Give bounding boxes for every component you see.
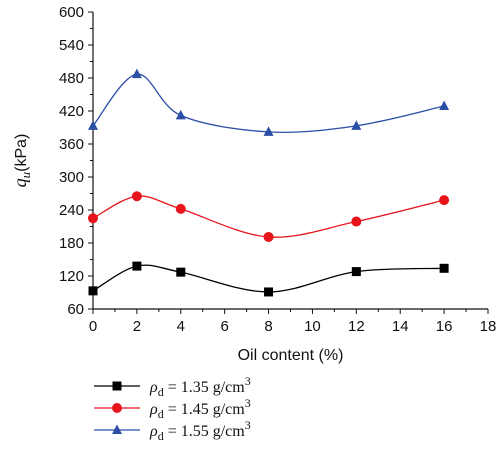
y-axis-label-subscript: u <box>18 171 33 178</box>
legend-text: = 1.35 g/cm <box>164 379 246 396</box>
legend-superscript: 3 <box>245 396 251 410</box>
x-tick-label: 4 <box>177 318 185 335</box>
legend-marker <box>112 381 122 391</box>
data-point <box>131 191 142 202</box>
y-tick-label: 300 <box>59 169 84 186</box>
x-tick-label: 10 <box>304 318 321 335</box>
data-point <box>88 286 98 296</box>
axes: 0 2 4 6 8 10 12 14 16 18 60 120 180 240 300 360 420 480 54… <box>59 4 496 335</box>
series-1 <box>88 261 449 297</box>
legend-superscript: 3 <box>245 374 251 388</box>
data-point <box>263 231 274 242</box>
series-line <box>92 195 445 238</box>
x-axis-label: Oil content (%) <box>238 347 344 364</box>
data-point <box>439 195 450 206</box>
legend-marker <box>112 424 122 434</box>
legend-subscript: d <box>158 385 164 399</box>
data-point <box>439 263 449 273</box>
legend-item: ρd = 1.35 g/cm3 <box>94 374 251 399</box>
legend-subscript: d <box>158 407 164 421</box>
y-tick-label: 600 <box>59 4 84 21</box>
legend-rho: ρ <box>149 401 158 418</box>
legend-text: = 1.55 g/cm <box>164 423 246 440</box>
series-3 <box>88 68 450 136</box>
y-axis-label-symbol: q <box>10 178 30 187</box>
legend-item: ρd = 1.45 g/cm3 <box>94 396 251 421</box>
data-point <box>88 213 98 224</box>
legend-marker <box>112 403 122 413</box>
data-point <box>351 267 361 277</box>
legend-text: = 1.45 g/cm <box>164 401 246 418</box>
y-tick-label: 180 <box>59 235 84 252</box>
data-point <box>264 287 274 297</box>
y-axis-label: qu(kPa) <box>10 134 33 188</box>
data-point <box>351 216 362 227</box>
y-tick-label: 420 <box>59 103 84 120</box>
x-tick-label: 14 <box>392 318 409 335</box>
y-tick-label: 60 <box>67 301 84 318</box>
x-tick-label: 0 <box>89 318 97 335</box>
legend-superscript: 3 <box>245 418 251 432</box>
data-point <box>263 126 274 136</box>
data-point <box>132 261 142 271</box>
data-point <box>175 203 186 214</box>
y-tick-label: 120 <box>59 268 84 285</box>
x-tick-label: 2 <box>133 318 141 335</box>
y-tick-label: 540 <box>59 37 84 54</box>
x-tick-label: 6 <box>220 318 228 335</box>
legend-label: ρd = 1.45 g/cm3 <box>149 396 251 421</box>
legend-rho: ρ <box>149 379 158 396</box>
y-tick-label: 480 <box>59 70 84 87</box>
series-line <box>92 73 445 134</box>
data-point <box>175 109 186 120</box>
y-tick-label: 360 <box>59 136 84 153</box>
data-point <box>176 267 186 277</box>
x-tick-label: 18 <box>480 318 497 335</box>
legend-label: ρd = 1.55 g/cm3 <box>149 418 251 443</box>
series-layer <box>88 68 450 297</box>
x-tick-label: 8 <box>264 318 272 335</box>
legend-rho: ρ <box>149 423 158 440</box>
y-axis-label-unit: (kPa) <box>13 134 30 172</box>
data-point <box>439 100 450 111</box>
x-tick-label: 12 <box>348 318 365 335</box>
x-tick-label: 16 <box>436 318 453 335</box>
data-point <box>88 120 98 130</box>
series-2 <box>88 191 450 242</box>
data-point <box>351 120 362 130</box>
legend-label: ρd = 1.35 g/cm3 <box>149 374 251 399</box>
legend-subscript: d <box>158 429 164 443</box>
y-tick-label: 240 <box>59 202 84 219</box>
legend-item: ρd = 1.55 g/cm3 <box>94 418 251 443</box>
data-point <box>131 68 142 79</box>
